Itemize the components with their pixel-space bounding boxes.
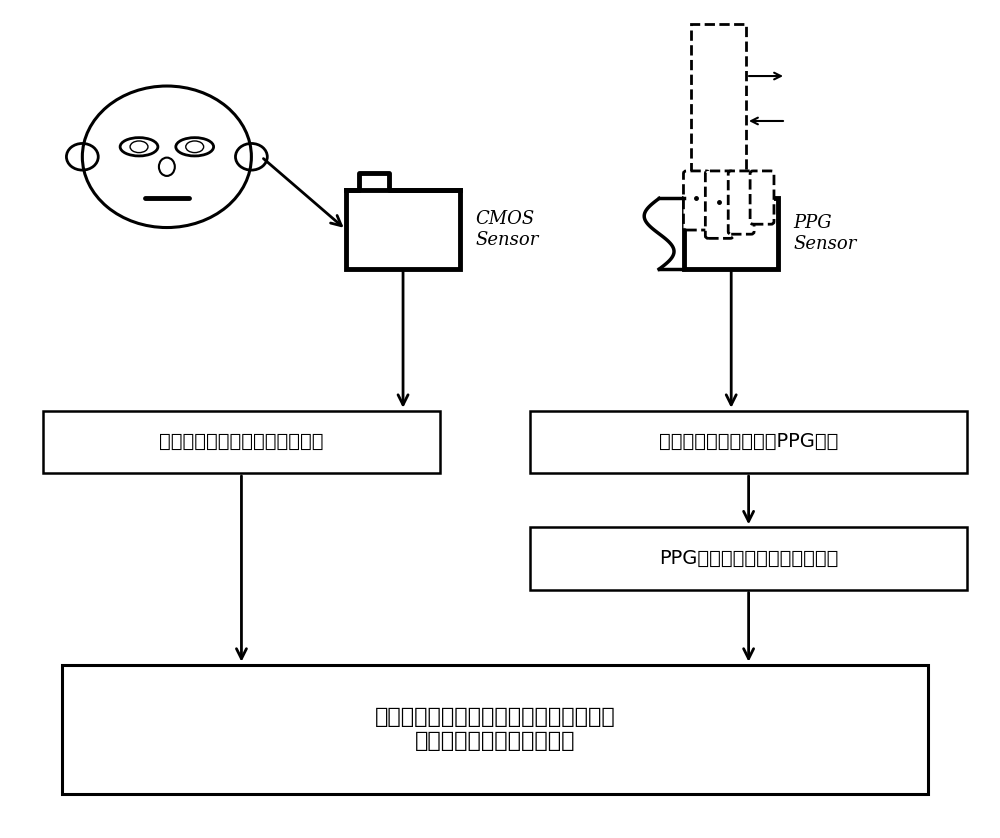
FancyBboxPatch shape <box>691 23 746 173</box>
FancyBboxPatch shape <box>750 171 774 225</box>
Text: 根据个体体温、心率、呼吸、年龄相关性
模型构建体温预测回归模型: 根据个体体温、心率、呼吸、年龄相关性 模型构建体温预测回归模型 <box>375 707 615 751</box>
Text: PPG信号转换为脉携与呼吸计数: PPG信号转换为脉携与呼吸计数 <box>659 549 838 568</box>
FancyBboxPatch shape <box>684 199 778 269</box>
Text: PPG
Sensor: PPG Sensor <box>793 215 857 253</box>
Text: CMOS
Sensor: CMOS Sensor <box>475 210 539 249</box>
FancyBboxPatch shape <box>43 411 440 473</box>
FancyBboxPatch shape <box>683 171 709 230</box>
FancyBboxPatch shape <box>62 665 928 794</box>
FancyBboxPatch shape <box>346 190 460 269</box>
FancyBboxPatch shape <box>728 171 754 234</box>
FancyBboxPatch shape <box>530 527 967 590</box>
Text: 非接触视觉脉携、呼吸信号提取: 非接触视觉脉携、呼吸信号提取 <box>159 432 324 452</box>
FancyBboxPatch shape <box>705 171 733 238</box>
Text: 光电容积脉携仪器提取PPG信号: 光电容积脉携仪器提取PPG信号 <box>659 432 838 452</box>
FancyBboxPatch shape <box>530 411 967 473</box>
